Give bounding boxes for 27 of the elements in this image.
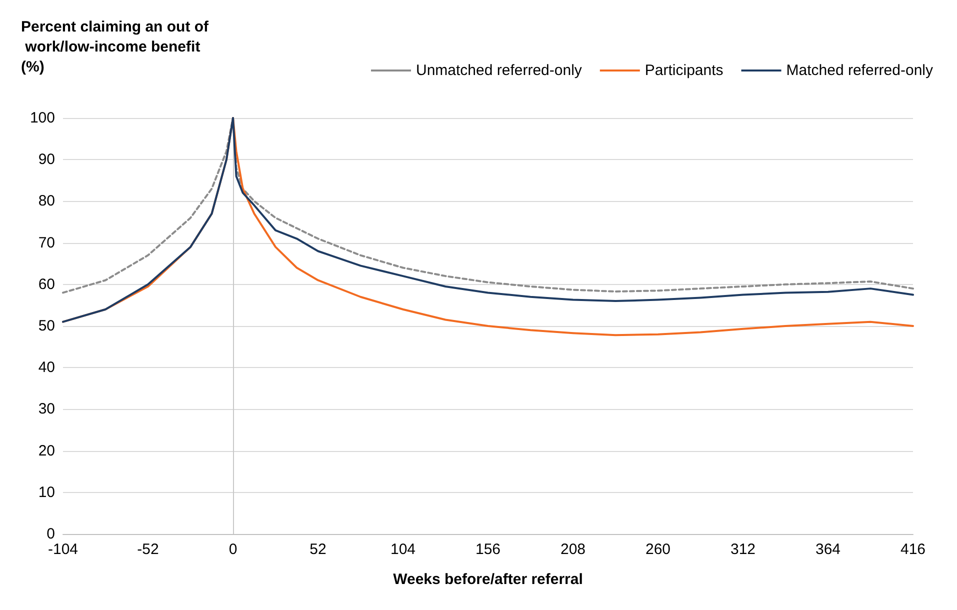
x-tick-label: 260	[645, 541, 671, 558]
y-tick-label: 20	[38, 442, 55, 460]
x-tick-label: 156	[475, 541, 501, 558]
x-tick-label: 312	[730, 541, 756, 558]
x-tick-label: -52	[137, 541, 159, 558]
x-tick-label: 416	[900, 541, 926, 558]
x-tick-label: 208	[560, 541, 586, 558]
legend-label: Unmatched referred-only	[416, 62, 582, 79]
y-tick-label: 80	[38, 192, 55, 210]
legend-label: Matched referred-only	[786, 62, 934, 79]
x-tick-label: 104	[390, 541, 416, 558]
y-tick-label: 100	[30, 110, 55, 126]
y-tick-label: 90	[38, 151, 55, 168]
y-tick-label: 40	[38, 359, 55, 376]
x-tick-label: -104	[48, 541, 78, 558]
y-tick-label: 60	[38, 276, 55, 293]
y-tick-label: 0	[46, 526, 55, 542]
y-axis-title: Percent claiming an out of work/low-income benefit (%)	[21, 18, 210, 76]
y-tick-label: 50	[38, 318, 55, 334]
x-tick-label: 364	[815, 541, 841, 558]
y-tick-label: 70	[38, 234, 55, 252]
x-tick-label: 52	[310, 541, 326, 558]
legend-label: Participants	[644, 62, 724, 79]
y-tick-label: 10	[38, 484, 55, 501]
y-tick-label: 30	[38, 400, 55, 418]
x-axis-title: Weeks before/after referral	[393, 571, 583, 588]
x-tick-label: 0	[228, 541, 238, 558]
